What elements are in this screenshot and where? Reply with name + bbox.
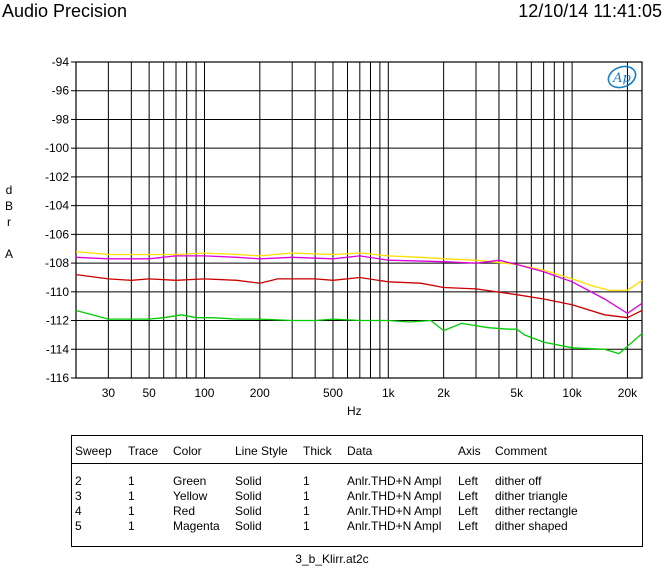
legend-cell: Yellow: [173, 489, 208, 503]
legend-cell: dither triangle: [495, 489, 568, 503]
y-axis-label-char: d: [5, 183, 13, 197]
x-tick-label: 30: [102, 386, 116, 400]
y-tick-label: -102: [45, 170, 69, 184]
x-tick-label: 500: [323, 386, 343, 400]
x-tick-label: 1k: [382, 386, 396, 400]
y-tick-label: -116: [46, 371, 69, 385]
legend-cell: Anlr.THD+N Ampl: [347, 519, 442, 533]
legend-cell: Anlr.THD+N Ampl: [347, 504, 442, 518]
legend-cell: Solid: [235, 474, 262, 488]
y-tick-label: -108: [45, 256, 69, 270]
y-axis-label-char: B: [4, 199, 13, 213]
series-line-red: [75, 273, 643, 319]
y-tick-label: -94: [52, 55, 70, 69]
y-tick-label: -106: [45, 227, 69, 241]
legend-cell: 5: [75, 519, 82, 533]
legend-cell: 1: [128, 474, 135, 488]
legend-cell: Solid: [235, 519, 262, 533]
series-line-green: [75, 309, 643, 355]
legend-cell: Left: [458, 489, 479, 503]
legend-header-cell: Line Style: [235, 444, 288, 458]
y-tick-label: -98: [52, 112, 70, 126]
series-line-magenta: [75, 255, 643, 315]
y-tick-label: -110: [46, 285, 69, 299]
x-tick-label: 100: [194, 386, 214, 400]
y-axis-label-char: r: [7, 215, 11, 229]
legend-header-cell: Trace: [128, 444, 159, 458]
y-tick-label: -104: [45, 199, 69, 213]
y-axis-label-char: A: [4, 247, 13, 261]
legend-header-cell: Axis: [458, 444, 481, 458]
legend-header-cell: Thick: [303, 444, 332, 458]
legend-cell: 3: [75, 489, 82, 503]
x-tick-label: 20k: [618, 386, 638, 400]
legend-cell: 1: [303, 519, 310, 533]
file-name: 3_b_Klirr.at2c: [295, 552, 369, 566]
legend-cell: dither shaped: [495, 519, 568, 533]
legend-header-cell: Color: [173, 444, 202, 458]
ap-logo-text: Ap: [612, 71, 631, 86]
legend-cell: dither rectangle: [495, 504, 578, 518]
ap-logo: Ap: [607, 65, 637, 89]
legend-cell: Left: [458, 519, 479, 533]
legend-divider: [72, 463, 642, 464]
y-tick-label: -96: [52, 84, 70, 98]
thdn-chart: -94 -96 -98 -100 -102 -104 -106 -108 -110 -112 -11…: [45, 55, 643, 400]
x-tick-label: 50: [142, 386, 156, 400]
legend-cell: 1: [128, 504, 135, 518]
legend-cell: Left: [458, 504, 479, 518]
legend-cell: Red: [173, 504, 196, 518]
legend-cell: Solid: [235, 489, 262, 503]
legend-header-cell: Sweep: [75, 444, 112, 458]
legend-cell: Anlr.THD+N Ampl: [347, 474, 442, 488]
legend-cell: Magenta: [173, 519, 220, 533]
legend-cell: 1: [303, 504, 310, 518]
app-title: Audio Precision: [2, 1, 128, 21]
legend-cell: Green: [173, 474, 207, 488]
y-tick-label: -112: [46, 314, 69, 328]
series-line-yellow: [75, 250, 643, 292]
legend-cell: 1: [303, 489, 310, 503]
legend-header-cell: Data: [347, 444, 373, 458]
y-tick-label: -100: [45, 141, 69, 155]
legend-table: Sweep Trace Color Line Style Thick Data Axis Co…: [71, 435, 643, 547]
legend-cell: Solid: [235, 504, 262, 518]
legend-cell: Left: [458, 474, 479, 488]
legend-cell: 1: [128, 519, 135, 533]
legend-header-cell: Comment: [495, 444, 548, 458]
plot-frame: [75, 61, 643, 379]
x-tick-label: 2k: [437, 386, 451, 400]
x-tick-label: 10k: [562, 386, 582, 400]
legend-cell: 1: [303, 474, 310, 488]
legend-cell: Anlr.THD+N Ampl: [347, 489, 442, 503]
timestamp: 12/10/14 11:41:05: [518, 1, 662, 21]
x-tick-label: 200: [250, 386, 270, 400]
legend-cell: dither off: [495, 474, 542, 488]
legend-cell: 4: [75, 504, 82, 518]
legend-cell: 1: [128, 489, 135, 503]
x-tick-label: 5k: [510, 386, 524, 400]
x-axis-label: Hz: [347, 404, 362, 418]
y-tick-label: -114: [46, 342, 69, 356]
legend-cell: 2: [75, 474, 82, 488]
